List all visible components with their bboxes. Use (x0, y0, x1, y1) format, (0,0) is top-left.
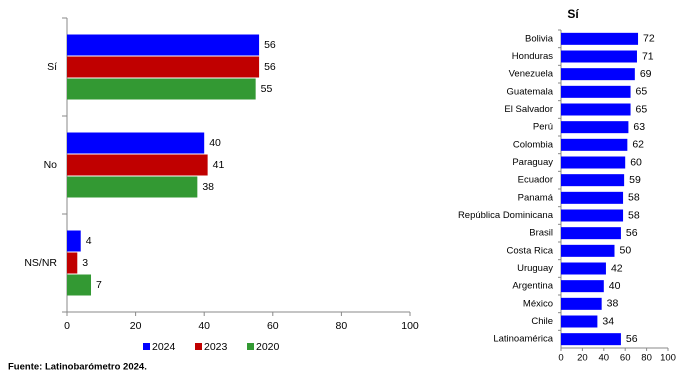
bar (561, 280, 604, 293)
bar (561, 103, 631, 116)
value-label: 65 (636, 103, 648, 115)
category-label: Chile (531, 316, 553, 327)
category-label: México (523, 298, 553, 309)
category-label: Latinoamérica (493, 334, 553, 345)
category-label: El Salvador (504, 104, 553, 115)
value-label: 50 (620, 245, 632, 257)
bar (67, 154, 208, 176)
value-label: 62 (632, 139, 644, 151)
category-label: Sí (47, 61, 57, 73)
value-label: 59 (629, 174, 641, 186)
bar (67, 274, 92, 296)
bar (561, 85, 631, 98)
category-label: Panamá (518, 192, 554, 203)
value-label: 56 (626, 333, 638, 345)
value-label: 69 (640, 68, 652, 80)
category-label: Ecuador (518, 175, 553, 186)
value-label: 56 (264, 39, 276, 51)
value-label: 40 (609, 280, 621, 292)
bar (67, 34, 260, 56)
x-tick-label: 20 (577, 353, 588, 364)
value-label: 72 (643, 33, 655, 45)
legend-swatch (247, 343, 254, 350)
value-label: 41 (213, 159, 225, 171)
x-tick-label: 100 (401, 320, 419, 332)
bar (561, 138, 628, 151)
value-label: 38 (202, 181, 214, 193)
value-label: 4 (86, 235, 92, 247)
category-label: Perú (533, 122, 553, 133)
category-label: Bolivia (525, 33, 554, 44)
bar (561, 315, 598, 328)
x-tick-label: 60 (267, 320, 279, 332)
value-label: 42 (611, 262, 623, 274)
bar (561, 262, 606, 275)
value-label: 58 (628, 209, 640, 221)
category-label: NS/NR (24, 257, 57, 269)
value-label: 7 (96, 279, 102, 291)
bar (561, 156, 626, 169)
category-label: Honduras (512, 51, 553, 62)
value-label: 65 (636, 86, 648, 98)
x-tick-label: 40 (198, 320, 210, 332)
value-label: 60 (630, 156, 642, 168)
value-label: 3 (82, 257, 88, 269)
x-tick-label: 0 (558, 353, 563, 364)
x-tick-label: 80 (641, 353, 652, 364)
bar (561, 333, 621, 346)
bar (561, 227, 621, 240)
x-tick-label: 80 (336, 320, 348, 332)
chart-title: Sí (567, 7, 579, 21)
bar (67, 132, 205, 154)
bar (67, 56, 260, 78)
bar (561, 191, 624, 204)
category-label: República Dominicana (458, 210, 554, 221)
category-label: Brasil (529, 228, 553, 239)
legend-label: 2023 (204, 341, 228, 353)
bar (561, 209, 624, 222)
value-label: 56 (264, 61, 276, 73)
bar (67, 78, 256, 100)
source-note: Fuente: Latinobarómetro 2024. (8, 362, 147, 372)
value-label: 56 (626, 227, 638, 239)
bar (561, 244, 615, 257)
value-label: 58 (628, 192, 640, 204)
category-label: Argentina (512, 281, 553, 292)
bar (67, 176, 198, 198)
category-label: Colombia (513, 139, 554, 150)
value-label: 63 (633, 121, 645, 133)
bar (67, 252, 78, 274)
bar (561, 50, 637, 63)
category-label: Venezuela (509, 69, 554, 80)
x-tick-label: 60 (620, 353, 631, 364)
legend-label: 2020 (256, 341, 280, 353)
bar (561, 121, 629, 134)
x-tick-label: 20 (130, 320, 142, 332)
bar (561, 297, 602, 310)
value-label: 71 (642, 50, 654, 62)
bar (67, 230, 81, 252)
category-label: Costa Rica (507, 245, 554, 256)
bar (561, 32, 639, 45)
value-label: 40 (209, 137, 221, 149)
category-label: Uruguay (517, 263, 553, 274)
legend-swatch (143, 343, 150, 350)
value-label: 55 (261, 83, 273, 95)
x-tick-label: 40 (599, 353, 610, 364)
x-tick-label: 0 (64, 320, 70, 332)
bar (561, 174, 625, 187)
category-label: Paraguay (512, 157, 553, 168)
x-tick-label: 100 (660, 353, 676, 364)
category-label: No (44, 159, 58, 171)
legend-swatch (195, 343, 202, 350)
bar (561, 68, 635, 81)
value-label: 38 (607, 298, 619, 310)
legend-label: 2024 (152, 341, 176, 353)
value-label: 34 (602, 315, 614, 327)
category-label: Guatemala (507, 86, 554, 97)
